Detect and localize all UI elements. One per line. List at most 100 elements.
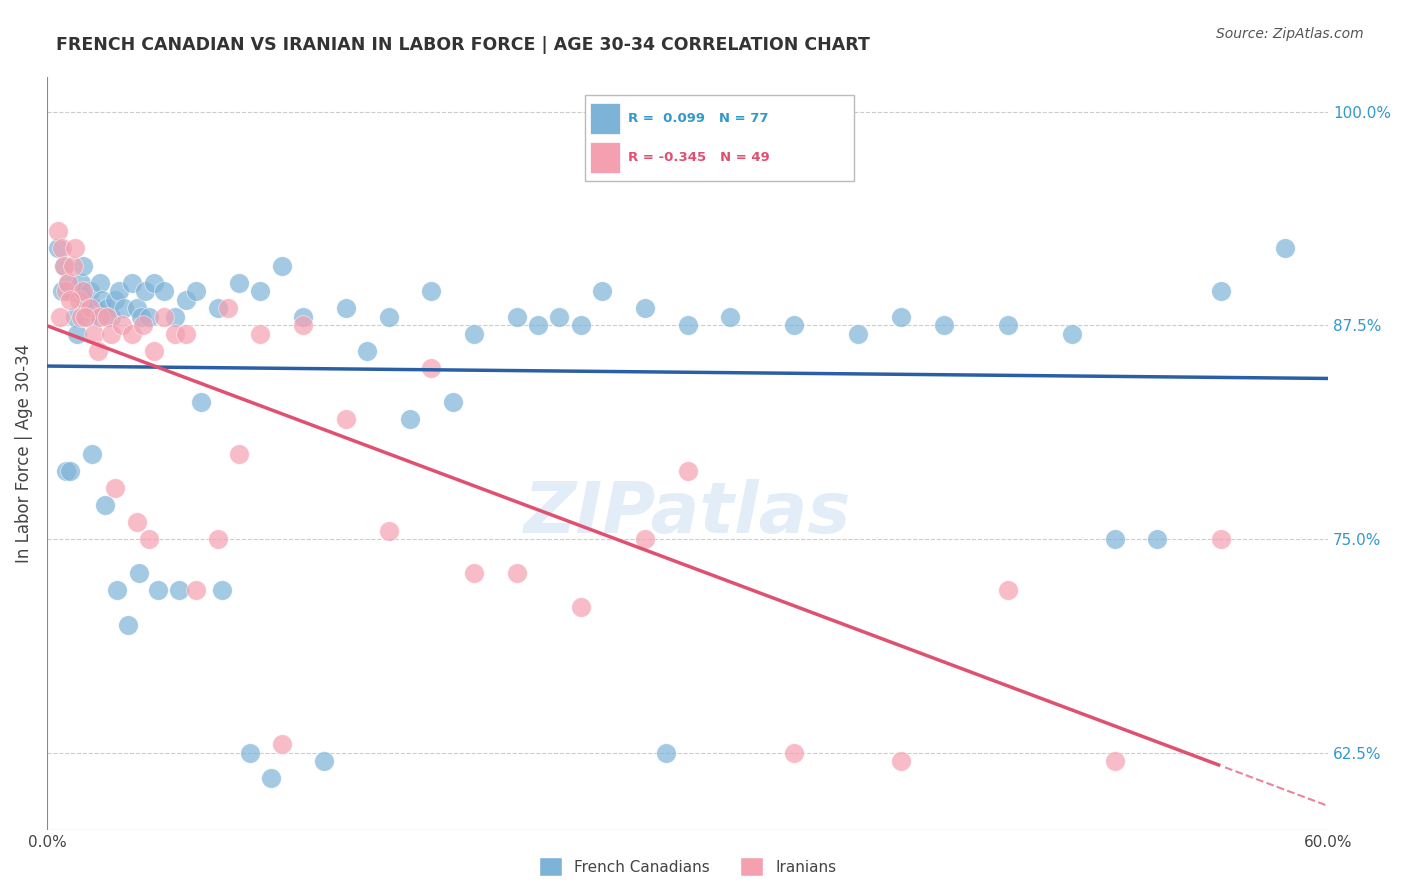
Point: [128, 566, 150, 581]
Point: [125, 515, 148, 529]
Point: [75, 293, 97, 307]
Point: [89, 276, 111, 290]
Point: [108, 284, 131, 298]
Point: [142, 276, 165, 290]
Point: [63, 310, 86, 324]
Point: [87, 310, 110, 324]
Text: Source: ZipAtlas.com: Source: ZipAtlas.com: [1216, 27, 1364, 41]
Point: [249, 284, 271, 298]
Point: [93, 498, 115, 512]
Point: [1274, 241, 1296, 255]
Point: [997, 583, 1019, 598]
Point: [207, 301, 229, 316]
Point: [527, 318, 550, 333]
Point: [58, 276, 80, 290]
Point: [249, 326, 271, 341]
Point: [67, 293, 90, 307]
Point: [356, 343, 378, 358]
Point: [48, 310, 70, 324]
Point: [51, 241, 73, 255]
Point: [186, 583, 208, 598]
Y-axis label: In Labor Force | Age 30-34: In Labor Force | Age 30-34: [15, 344, 32, 563]
Point: [228, 276, 250, 290]
Text: FRENCH CANADIAN VS IRANIAN IN LABOR FORCE | AGE 30-34 CORRELATION CHART: FRENCH CANADIAN VS IRANIAN IN LABOR FORC…: [56, 36, 870, 54]
Point: [51, 284, 73, 298]
Point: [80, 446, 103, 460]
Point: [104, 481, 127, 495]
Point: [134, 284, 156, 298]
Point: [569, 600, 592, 615]
Point: [292, 310, 315, 324]
Point: [846, 326, 869, 341]
Point: [66, 326, 89, 341]
Point: [239, 746, 262, 760]
Point: [83, 326, 105, 341]
Point: [63, 241, 86, 255]
Point: [377, 310, 399, 324]
Point: [79, 301, 101, 316]
Point: [62, 259, 84, 273]
Point: [634, 532, 657, 546]
Point: [217, 301, 239, 316]
Point: [174, 326, 197, 341]
Point: [591, 284, 613, 298]
Point: [890, 310, 912, 324]
Point: [997, 318, 1019, 333]
Point: [335, 412, 357, 426]
Point: [463, 566, 485, 581]
Point: [96, 301, 118, 316]
Point: [1104, 532, 1126, 546]
Point: [132, 318, 155, 333]
Point: [72, 284, 94, 298]
Point: [420, 284, 443, 298]
Point: [58, 276, 80, 290]
Point: [676, 318, 699, 333]
Point: [52, 259, 75, 273]
Point: [76, 310, 98, 324]
Point: [420, 361, 443, 376]
Point: [190, 395, 212, 409]
Point: [505, 310, 527, 324]
Point: [79, 284, 101, 298]
Point: [111, 318, 134, 333]
Legend: French Canadians, Iranians: French Canadians, Iranians: [533, 851, 842, 882]
Point: [505, 566, 527, 581]
Point: [62, 284, 84, 298]
Point: [1211, 284, 1233, 298]
Point: [932, 318, 955, 333]
Point: [153, 284, 176, 298]
Point: [104, 293, 127, 307]
Point: [83, 301, 105, 316]
Point: [463, 326, 485, 341]
Point: [100, 310, 122, 324]
Point: [129, 310, 152, 324]
Point: [70, 276, 93, 290]
Point: [138, 310, 160, 324]
Point: [399, 412, 422, 426]
Point: [142, 343, 165, 358]
Point: [783, 746, 806, 760]
Point: [174, 293, 197, 307]
Point: [96, 310, 118, 324]
Point: [75, 310, 97, 324]
Point: [441, 395, 464, 409]
Point: [169, 583, 191, 598]
Point: [72, 259, 94, 273]
Point: [125, 301, 148, 316]
Point: [1104, 754, 1126, 768]
Point: [117, 617, 139, 632]
Point: [207, 532, 229, 546]
Point: [260, 772, 283, 786]
Point: [87, 343, 110, 358]
Point: [163, 326, 186, 341]
Point: [89, 310, 111, 324]
Point: [377, 524, 399, 538]
Point: [46, 224, 69, 238]
Point: [153, 310, 176, 324]
Point: [1060, 326, 1083, 341]
Point: [890, 754, 912, 768]
Point: [270, 737, 292, 751]
Point: [138, 532, 160, 546]
Point: [270, 259, 292, 273]
Point: [676, 464, 699, 478]
